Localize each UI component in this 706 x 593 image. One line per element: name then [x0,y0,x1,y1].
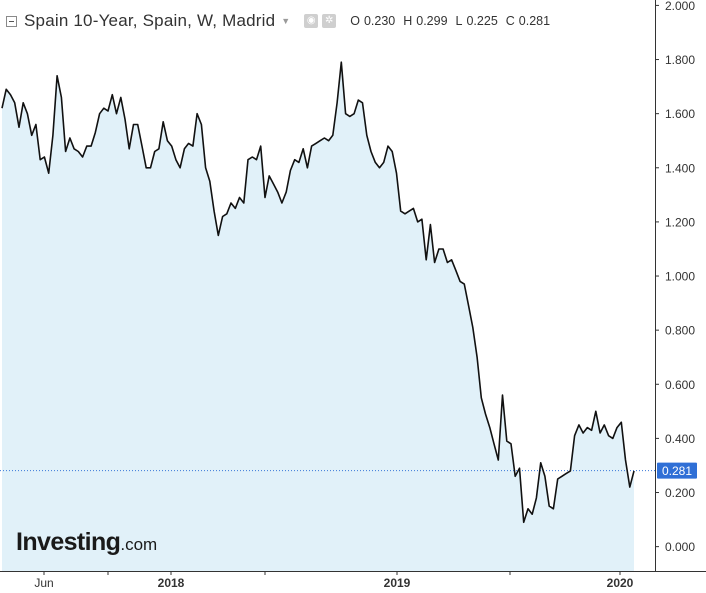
open-value: 0.230 [363,14,396,28]
y-tick-label: 1.400 [665,161,695,175]
price-area-fill [2,62,634,571]
y-tick-label: 0.800 [665,324,695,338]
high-label: H [403,14,413,28]
y-tick-label: 0.000 [665,540,695,554]
x-tick-label: 2019 [384,576,411,590]
gear-icon[interactable]: ✲ [322,14,337,28]
low-value: 0.225 [466,14,498,28]
symbol-title[interactable]: Spain 10-Year, Spain, W, Madrid [24,11,276,30]
y-axis[interactable]: 2.000 1.800 1.600 1.400 1.200 1.000 0.800 0.600… [655,0,695,554]
y-tick-label: 1.000 [665,270,695,284]
open-label: O [350,14,360,28]
x-tick-label: 2018 [158,576,185,590]
y-tick-label: 1.800 [665,53,695,67]
y-tick-label: 0.600 [665,378,695,392]
eye-icon[interactable]: ◉ [304,14,319,28]
y-tick-label: 0.200 [665,486,695,500]
axes [0,0,706,572]
ohlc-values: O 0.230 H 0.299 L 0.225 C 0.281 [350,14,558,28]
x-axis[interactable]: Jun 2018 2019 2020 [34,571,634,590]
close-label: C [505,14,515,28]
last-price-marker: 0.281 [657,462,697,479]
low-label: L [455,14,463,28]
price-line[interactable] [1,61,635,524]
x-tick-label: Jun [34,576,53,590]
logo-text: Investing [16,528,121,556]
investing-logo[interactable]: Investing .com [16,528,157,557]
logo-domain: .com [120,535,158,554]
last-price-label: 0.281 [662,464,692,478]
y-tick-label: 2.000 [665,0,695,13]
caret-down-icon[interactable]: ▼ [281,16,291,26]
y-tick-label: 0.400 [665,432,695,446]
y-tick-label: 1.600 [665,107,695,121]
chart-header: Spain 10-Year, Spain, W, Madrid ▼ ◉ ✲ O … [6,10,558,32]
high-value: 0.299 [416,14,448,28]
x-tick-label: 2020 [607,576,634,590]
close-value: 0.281 [518,14,551,28]
collapse-icon[interactable] [6,15,17,27]
y-tick-label: 1.200 [665,215,695,229]
last-price-badge [657,462,697,479]
